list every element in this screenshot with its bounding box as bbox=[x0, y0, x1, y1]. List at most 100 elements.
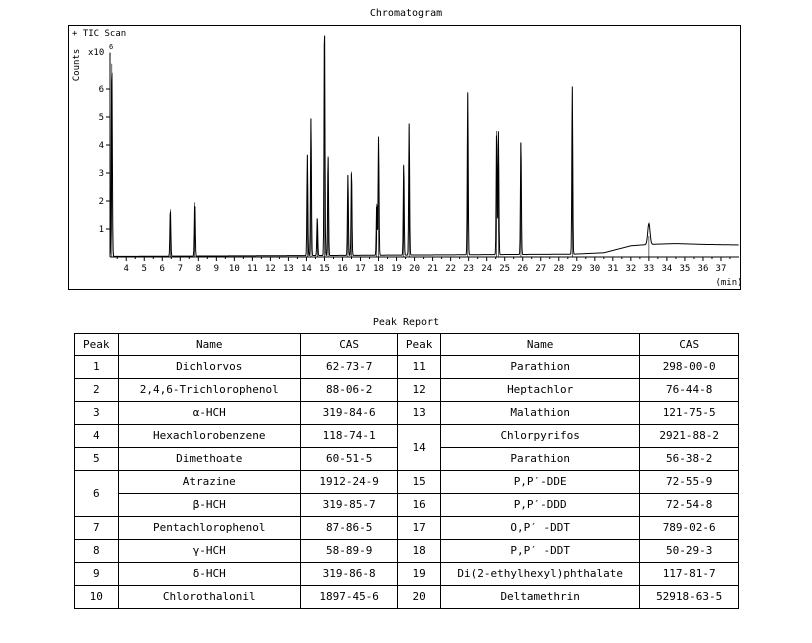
table-row: 3 α-HCH 319-84-6 13 Malathion 121-75-5 bbox=[74, 401, 739, 425]
chromatogram-title: Chromatogram bbox=[369, 8, 443, 19]
x-tick-label: 21 bbox=[427, 264, 438, 274]
compound-name-left: Pentachlorophenol bbox=[117, 516, 301, 540]
header-peak-right: Peak bbox=[397, 333, 441, 356]
header-name-right: Name bbox=[439, 333, 641, 356]
x-tick-label: 11 bbox=[247, 264, 258, 274]
header-cas-left: CAS bbox=[299, 333, 399, 356]
cas-number-right: 76-44-8 bbox=[639, 378, 739, 402]
table-row: 6 Atrazine 1912-24-9 15 P,P′-DDE 72-55-9 bbox=[74, 470, 739, 517]
x-tick-label: 30 bbox=[589, 264, 600, 274]
cas-number-right: 121-75-5 bbox=[639, 401, 739, 425]
x-tick-label: 14 bbox=[301, 264, 312, 274]
cas-number-left: 62-73-7 bbox=[299, 355, 399, 379]
y-exponent-label: 6 bbox=[109, 43, 113, 51]
peak-number-right: 12 bbox=[397, 378, 441, 402]
table-row: 7 Pentachlorophenol 87-86-5 17 O,P′ -DDT 789-… bbox=[74, 516, 739, 540]
x-tick-label: 33 bbox=[643, 264, 654, 274]
x-tick-label: 36 bbox=[698, 264, 709, 274]
x-tick-label: 17 bbox=[355, 264, 366, 274]
x-tick-label: 27 bbox=[535, 264, 546, 274]
peak-report-title: Peak Report bbox=[372, 317, 440, 328]
y-tick-label: 2 bbox=[99, 197, 104, 207]
cas-number-left: 1897-45-6 bbox=[299, 585, 399, 609]
cas-number-left: 87-86-5 bbox=[299, 516, 399, 540]
x-tick-label: 26 bbox=[517, 264, 528, 274]
peak-number-right: 15 bbox=[397, 470, 441, 494]
x-tick-label: 22 bbox=[445, 264, 456, 274]
cas-number-right: 72-54-8 bbox=[639, 493, 739, 517]
peak-number-right: 18 bbox=[397, 539, 441, 563]
compound-name-right: P,P′-DDD bbox=[439, 493, 641, 517]
compound-name-left: Dichlorvos bbox=[117, 355, 301, 379]
x-tick-label: 25 bbox=[499, 264, 510, 274]
y-multiplier-label: x10 bbox=[88, 48, 104, 58]
cas-number-right: 789-02-6 bbox=[639, 516, 739, 540]
y-axis-label: Counts bbox=[72, 49, 82, 82]
peak-number-left: 6 bbox=[74, 470, 119, 517]
compound-name-left: Hexachlorobenzene bbox=[117, 424, 301, 448]
header-cas-right: CAS bbox=[639, 333, 739, 356]
compound-name-right: Chlorpyrifos bbox=[439, 424, 641, 448]
compound-name-right: Deltamethrin bbox=[439, 585, 641, 609]
compound-name-left: β-HCH bbox=[117, 493, 301, 517]
peak-number-left: 9 bbox=[74, 562, 119, 586]
table-row: β-HCH 319-85-7 16 P,P′-DDD 72-54-8 bbox=[75, 493, 739, 517]
x-tick-label: 20 bbox=[409, 264, 420, 274]
table-row: 4 Hexachlorobenzene 118-74-1 14 Chlorpyrifos… bbox=[74, 424, 739, 471]
header-name-left: Name bbox=[117, 333, 301, 356]
cas-number-right: 2921-88-2 bbox=[639, 424, 739, 448]
peak-number-right: 14 bbox=[397, 424, 441, 471]
cas-number-left: 1912-24-9 bbox=[299, 470, 399, 494]
x-tick-label: 29 bbox=[571, 264, 582, 274]
x-tick-label: 23 bbox=[463, 264, 474, 274]
peak-number-left: 2 bbox=[74, 378, 119, 402]
cas-number-right: 72-55-9 bbox=[639, 470, 739, 494]
cas-number-left: 58-89-9 bbox=[299, 539, 399, 563]
compound-name-left: γ-HCH bbox=[117, 539, 301, 563]
x-tick-label: 34 bbox=[661, 264, 672, 274]
y-tick-label: 1 bbox=[99, 225, 104, 235]
x-tick-label: 37 bbox=[716, 264, 727, 274]
x-tick-label: 18 bbox=[373, 264, 384, 274]
peak-number-left: 10 bbox=[74, 585, 119, 609]
cas-number-right: 56-38-2 bbox=[639, 447, 739, 471]
table-row: 10 Chlorothalonil 1897-45-6 20 Deltamethrin 5… bbox=[74, 585, 739, 609]
cas-number-left: 319-85-7 bbox=[299, 493, 399, 517]
compound-name-left: Chlorothalonil bbox=[117, 585, 301, 609]
cas-number-left: 118-74-1 bbox=[299, 424, 399, 448]
x-tick-label: 32 bbox=[625, 264, 636, 274]
peak-number-left: 7 bbox=[74, 516, 119, 540]
cas-number-left: 60-51-5 bbox=[299, 447, 399, 471]
y-tick-label: 3 bbox=[99, 169, 104, 179]
x-tick-label: 7 bbox=[178, 264, 183, 274]
peak-number-right: 19 bbox=[397, 562, 441, 586]
compound-name-right: O,P′ -DDT bbox=[439, 516, 641, 540]
y-tick-label: 5 bbox=[99, 113, 104, 123]
table-row: 2 2,4,6-Trichlorophenol 88-06-2 12 Heptachlo… bbox=[74, 378, 739, 402]
table-row: 5 Dimethoate 60-51-5 Parathion 56-38-2 bbox=[74, 447, 739, 471]
cas-number-left: 319-84-6 bbox=[299, 401, 399, 425]
compound-name-right: Malathion bbox=[439, 401, 641, 425]
peak-number-right: 13 bbox=[397, 401, 441, 425]
x-tick-label: 35 bbox=[680, 264, 691, 274]
peak-number-right: 20 bbox=[397, 585, 441, 609]
table-row: 1 Dichlorvos 62-73-7 11 Parathion 298-00-0 bbox=[74, 355, 739, 379]
x-tick-label: 8 bbox=[196, 264, 201, 274]
compound-name-right: Parathion bbox=[439, 355, 641, 379]
table-row: 8 γ-HCH 58-89-9 18 P,P′ -DDT 50-29-3 bbox=[74, 539, 739, 563]
x-tick-label: 28 bbox=[553, 264, 564, 274]
y-tick-label: 6 bbox=[99, 85, 104, 95]
x-tick-label: 12 bbox=[265, 264, 276, 274]
x-tick-label: 5 bbox=[142, 264, 147, 274]
compound-name-right: P,P′-DDE bbox=[439, 470, 641, 494]
peak-number-left: 1 bbox=[74, 355, 119, 379]
chromatogram-frame bbox=[68, 25, 741, 290]
x-tick-label: 15 bbox=[319, 264, 330, 274]
table-row: 9 δ-HCH 319-86-8 19 Di(2-ethylhexyl)phthalat… bbox=[74, 562, 739, 586]
peak-number-left: 3 bbox=[74, 401, 119, 425]
table-header-row: Peak Name CAS Peak Name CAS bbox=[74, 333, 739, 356]
x-tick-label: 6 bbox=[160, 264, 165, 274]
x-tick-label: 19 bbox=[391, 264, 402, 274]
peak-number-right: 17 bbox=[397, 516, 441, 540]
